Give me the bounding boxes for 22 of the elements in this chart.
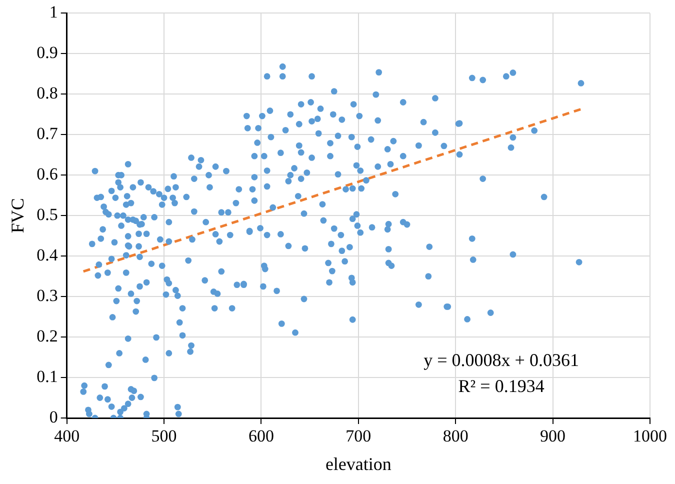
y-tick-label: 1 <box>49 2 58 22</box>
annotation: y = 0.0008x + 0.0361 <box>424 350 579 370</box>
y-tick-label: 0.2 <box>36 326 58 346</box>
y-tick-label: 0.7 <box>36 124 58 144</box>
x-tick-label: 500 <box>151 426 177 446</box>
x-axis-title: elevation <box>325 454 392 474</box>
y-tick-label: 0 <box>49 407 58 426</box>
x-tick-label: 900 <box>540 426 566 446</box>
y-tick-label: 0.1 <box>36 366 58 386</box>
y-tick-label: 0.4 <box>36 246 58 265</box>
x-tick-label: 400 <box>54 426 80 446</box>
y-tick-label: 0.8 <box>36 84 58 103</box>
x-tick-label: 700 <box>346 426 372 446</box>
x-tick-label: 800 <box>442 426 468 446</box>
x-tick-label: 600 <box>248 426 274 446</box>
y-tick-label: 0.5 <box>36 205 58 224</box>
y-tick-label: 0.6 <box>36 164 58 184</box>
y-axis-title: FVC <box>8 198 28 234</box>
x-tick-label: 1000 <box>633 426 667 446</box>
annotation: R² = 0.1934 <box>458 376 544 396</box>
y-tick-label: 0.3 <box>36 286 58 306</box>
y-tick-label: 0.9 <box>36 43 58 62</box>
